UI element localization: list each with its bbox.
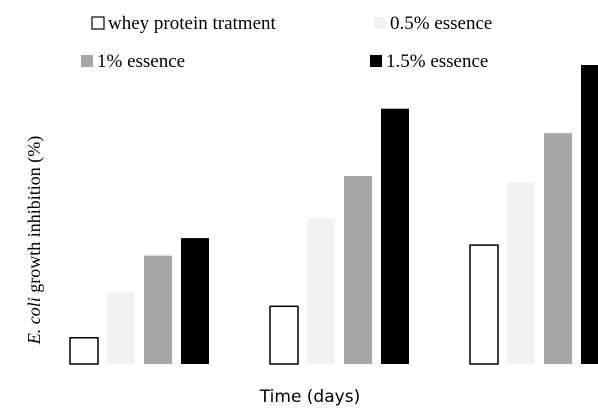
- y-axis-label-italic: E. coli: [24, 297, 44, 345]
- legend-label-0-5-essence: 0.5% essence: [390, 13, 492, 34]
- bar-series2-group2: [544, 133, 572, 364]
- bar-series1-group0: [107, 292, 135, 364]
- bar-series3-group0: [181, 238, 209, 364]
- legend-swatch-1-essence: [81, 55, 93, 67]
- legend-swatch-0-5-essence: [374, 17, 386, 29]
- x-axis-label: Time (days): [259, 387, 360, 407]
- y-axis-label: E. coli growth inhibition (%): [24, 136, 45, 345]
- legend-swatch-whey: [91, 16, 105, 30]
- bar-series1-group1: [307, 217, 335, 364]
- bar-series1-group2: [507, 182, 535, 364]
- legend-item-1-5-essence: 1.5% essence: [370, 51, 488, 72]
- legend-label-1-5-essence: 1.5% essence: [386, 51, 488, 72]
- bar-series0-group1: [269, 305, 299, 365]
- legend: whey protein tratment 0.5% essence 1% es…: [81, 13, 492, 72]
- bar-series0-group2: [469, 244, 499, 365]
- legend-label-whey: whey protein tratment: [108, 13, 277, 34]
- bar-series2-group1: [344, 176, 372, 364]
- y-axis-label-rest: growth inhibition (%): [24, 136, 45, 297]
- bar-series3-group1: [381, 108, 409, 364]
- legend-item-0-5-essence: 0.5% essence: [374, 13, 492, 34]
- bars: [69, 64, 598, 365]
- legend-item-whey: whey protein tratment: [91, 13, 277, 34]
- bar-series2-group0: [144, 255, 172, 364]
- bar-series0-group0: [69, 337, 99, 365]
- legend-label-1-essence: 1% essence: [97, 51, 185, 72]
- bar-series3-group2: [581, 64, 598, 364]
- legend-item-1-essence: 1% essence: [81, 51, 185, 72]
- legend-swatch-1-5-essence: [370, 55, 382, 67]
